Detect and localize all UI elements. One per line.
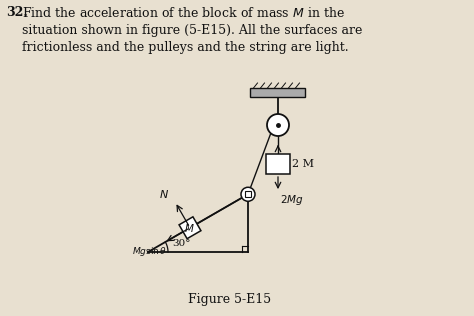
Text: 2 M: 2 M — [292, 159, 314, 169]
Bar — [245, 191, 251, 197]
Text: 30°: 30° — [172, 239, 191, 247]
Bar — [250, 88, 306, 97]
Circle shape — [241, 187, 255, 201]
Text: $2Mg$: $2Mg$ — [280, 193, 304, 207]
Text: $Mg\sinθ$: $Mg\sinθ$ — [132, 245, 168, 258]
Text: 32.: 32. — [6, 6, 28, 19]
Text: $N$: $N$ — [159, 188, 169, 200]
Circle shape — [267, 114, 289, 136]
Text: Figure 5-E15: Figure 5-E15 — [189, 293, 272, 306]
Bar — [266, 154, 290, 174]
Text: Find the acceleration of the block of mass $M$ in the
situation shown in figure : Find the acceleration of the block of ma… — [22, 6, 363, 54]
Polygon shape — [179, 217, 201, 239]
Text: $M$: $M$ — [183, 222, 194, 234]
